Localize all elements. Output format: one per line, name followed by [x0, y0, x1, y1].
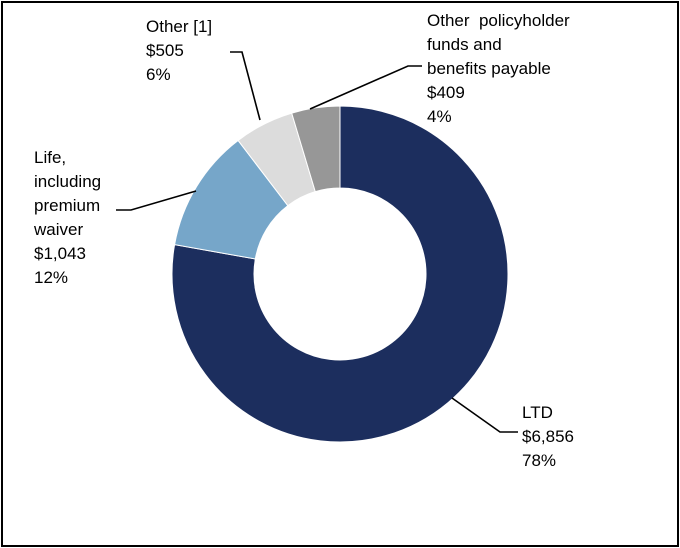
donut-slices	[171, 105, 509, 443]
label-policyholder-line2: funds and	[427, 35, 502, 54]
leader-line-other	[230, 51, 261, 121]
label-policyholder-line3: benefits payable	[427, 59, 551, 78]
leader-line-policyholder	[309, 65, 422, 110]
label-life-line1: Life,	[34, 148, 66, 167]
slice-ltd	[171, 105, 509, 443]
label-policyholder: Other policyholder funds and benefits pa…	[0, 0, 593, 126]
label-other: Other [1] $505 6%	[146, 17, 217, 84]
label-life-line4: waiver	[33, 220, 83, 239]
label-life-value: $1,043	[34, 244, 86, 263]
label-ltd-name: LTD	[522, 403, 553, 422]
label-life-line2: including	[34, 172, 101, 191]
label-policyholder-line1: Other policyholder	[427, 11, 570, 30]
label-life-percent: 12%	[34, 268, 68, 287]
label-other-percent: 6%	[146, 65, 171, 84]
label-policyholder-value: $409	[427, 83, 465, 102]
label-other-name: Other [1]	[146, 17, 212, 36]
label-ltd: LTD $6,856 78%	[522, 403, 579, 470]
label-life: Life, including premium waiver $1,043 12…	[33, 148, 106, 287]
slice-policyholder	[291, 105, 341, 193]
leader-line-life	[116, 190, 197, 211]
label-other-value: $505	[146, 41, 184, 60]
label-ltd-percent: 78%	[522, 451, 556, 470]
label-ltd-value: $6,856	[522, 427, 574, 446]
label-policyholder-percent: 4%	[427, 107, 452, 126]
leader-line-ltd	[451, 397, 518, 433]
label-life-line3: premium	[34, 196, 100, 215]
